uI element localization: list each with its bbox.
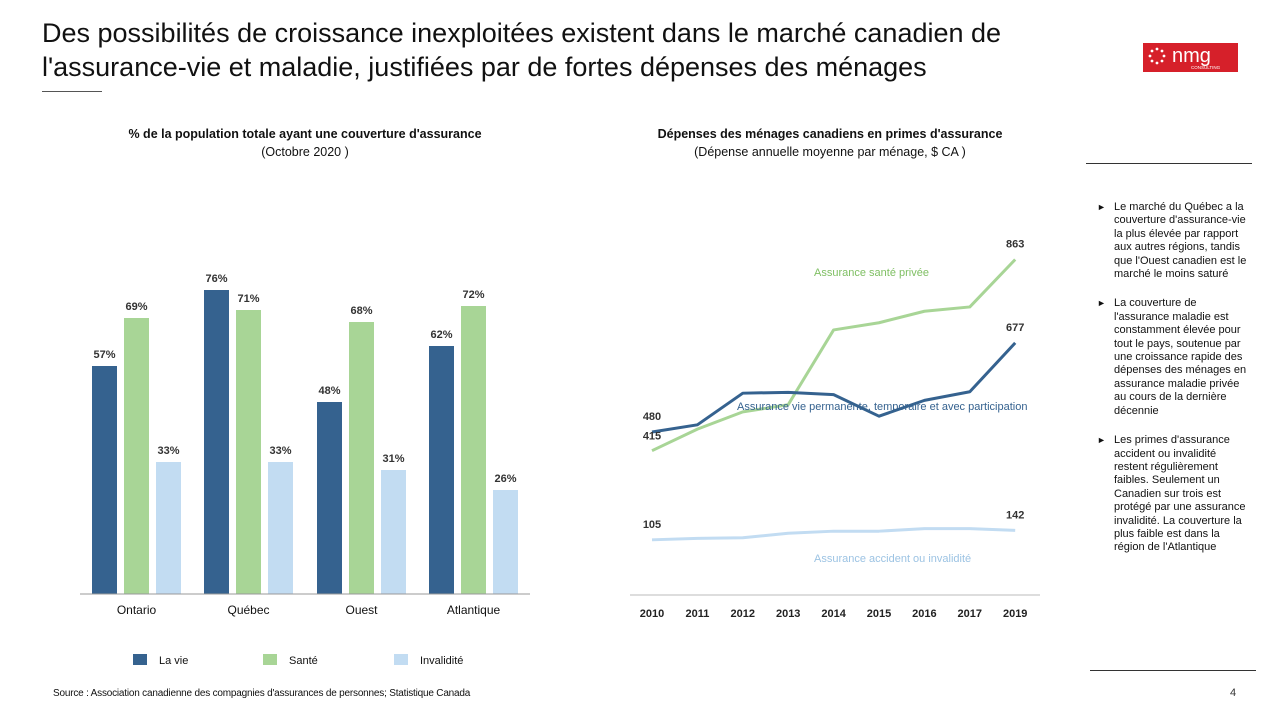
bar-value-label: 62% [430,329,452,341]
x-tick-label: 2014 [821,608,846,620]
legend-label: Santé [289,655,318,667]
bar-invalidité [268,462,293,594]
series-annotation-sante: Assurance santé privée [814,267,929,279]
slide-title: Des possibilités de croissance inexploit… [42,18,1002,82]
logo-mark-icon [1148,47,1166,65]
bar-value-label: 71% [237,293,259,305]
bullet-text: Le marché du Québec a la couverture d'as… [1114,201,1247,281]
x-tick-label: 2015 [867,608,891,620]
x-tick-label: 2013 [776,608,800,620]
bar-la vie [204,290,229,594]
series-line-invalidite [651,527,1016,542]
category-label: Québec [227,603,269,617]
bullet-text: La couverture de l'assurance maladie est… [1114,297,1247,417]
bar-invalidité [493,490,518,594]
category-label: Atlantique [447,603,501,617]
commentary-top-rule [1086,163,1252,164]
bullet-arrow-icon: ► [1097,435,1106,446]
point-value-label: 142 [1006,509,1024,521]
title-underline [42,91,102,92]
commentary-bottom-rule [1090,670,1256,671]
point-value-label: 105 [643,519,661,531]
nmg-logo: nmg CONSULTING [1143,43,1238,72]
source-note: Source : Association canadienne des comp… [53,688,471,699]
page-number: 4 [1230,687,1237,699]
bar-value-label: 26% [494,473,516,485]
point-value-label: 480 [643,411,661,423]
bullet-arrow-icon: ► [1097,202,1106,212]
legend-swatch [394,654,408,665]
legend-swatch [133,654,147,665]
commentary-bullet: ► La couverture de l'assurance maladie e… [1097,297,1247,418]
bar-invalidité [156,462,181,594]
bullet-text: Les primes d'assurance accident ou inval… [1114,434,1246,554]
bar-value-label: 48% [318,385,340,397]
bar-value-label: 72% [462,289,484,301]
series-annotation-vie: Assurance vie permanente, temporaire et … [737,401,1027,413]
legend-label: La vie [159,655,188,667]
x-tick-label: 2011 [685,608,709,620]
bar-santé [349,322,374,594]
bar-value-label: 69% [125,301,147,313]
legend-swatch [263,654,277,665]
x-tick-label: 2017 [958,608,982,620]
bar-value-label: 76% [205,273,227,285]
point-value-label: 863 [1006,239,1024,251]
bar-santé [236,310,261,594]
bar-chart-subtitle: (Octobre 2020 ) [261,145,349,159]
category-label: Ontario [117,603,157,617]
logo-subtext: CONSULTING [1191,65,1221,70]
line-chart-subtitle: (Dépense annuelle moyenne par ménage, $ … [694,145,966,159]
commentary-bullet: ► Les primes d'assurance accident ou inv… [1097,434,1247,555]
commentary-panel: ► Le marché du Québec a la couverture d'… [1097,201,1247,571]
category-label: Ouest [345,603,378,617]
point-value-label: 415 [643,431,661,443]
commentary-bullet: ► Le marché du Québec a la couverture d'… [1097,201,1247,281]
bar-chart: 57% 69% 33% Ontario 76% 71% 33% Québec 48% 68% 31%… [80,273,530,667]
bar-value-label: 31% [382,453,404,465]
bar-la vie [92,366,117,594]
bar-la vie [317,402,342,594]
line-chart: 2010 2011 2012 2013 2014 2015 2016 2017 2019 415 8… [630,239,1040,620]
bar-santé [461,306,486,594]
bar-invalidité [381,470,406,594]
series-annotation-invalidite: Assurance accident ou invalidité [814,553,971,565]
series-line-sante-privee [651,258,1017,453]
x-tick-label: 2016 [912,608,936,620]
point-value-label: 677 [1006,322,1024,334]
bar-chart-title: % de la population totale ayant une couv… [128,127,482,141]
bar-value-label: 57% [93,349,115,361]
x-tick-label: 2010 [640,608,664,620]
bar-value-label: 68% [350,305,372,317]
bar-la vie [429,346,454,594]
bar-santé [124,318,149,594]
line-chart-title: Dépenses des ménages canadiens en primes… [657,127,1003,141]
x-tick-label: 2012 [731,608,755,620]
bar-value-label: 33% [269,445,291,457]
bar-value-label: 33% [157,445,179,457]
series-line-vie [651,341,1017,434]
legend-label: Invalidité [420,655,463,667]
x-tick-label: 2019 [1003,608,1027,620]
bullet-arrow-icon: ► [1097,298,1106,309]
logo-wordmark: nmg [1172,45,1211,67]
